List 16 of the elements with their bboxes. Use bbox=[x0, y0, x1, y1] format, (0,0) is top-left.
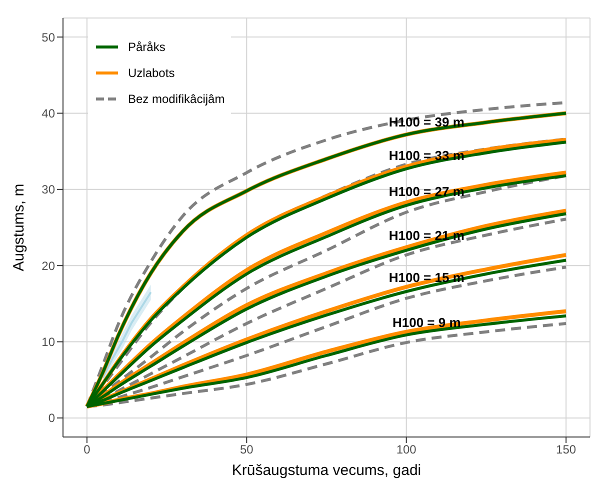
x-tick-label: 50 bbox=[240, 442, 254, 457]
legend-label: Bez modifikâcijâm bbox=[128, 92, 225, 106]
y-tick-label: 0 bbox=[48, 411, 56, 426]
annotation: H100 = 27 m bbox=[388, 184, 464, 199]
x-tick-label: 150 bbox=[556, 442, 576, 457]
x-axis-title: Krūšaugstuma vecums, gadi bbox=[232, 462, 422, 479]
y-tick-label: 30 bbox=[42, 182, 56, 197]
legend-label: Uzlabots bbox=[128, 66, 175, 80]
y-tick-label: 40 bbox=[42, 106, 56, 120]
x-tick-label: 0 bbox=[84, 442, 91, 457]
legend-label: Påråks bbox=[128, 40, 166, 54]
y-tick-label: 20 bbox=[42, 258, 56, 273]
y-axis-title: Augstums, m bbox=[10, 184, 28, 272]
x-tick-label: 100 bbox=[396, 442, 417, 457]
y-tick-label: 10 bbox=[42, 335, 56, 350]
y-tick-label: 50 bbox=[42, 30, 56, 44]
